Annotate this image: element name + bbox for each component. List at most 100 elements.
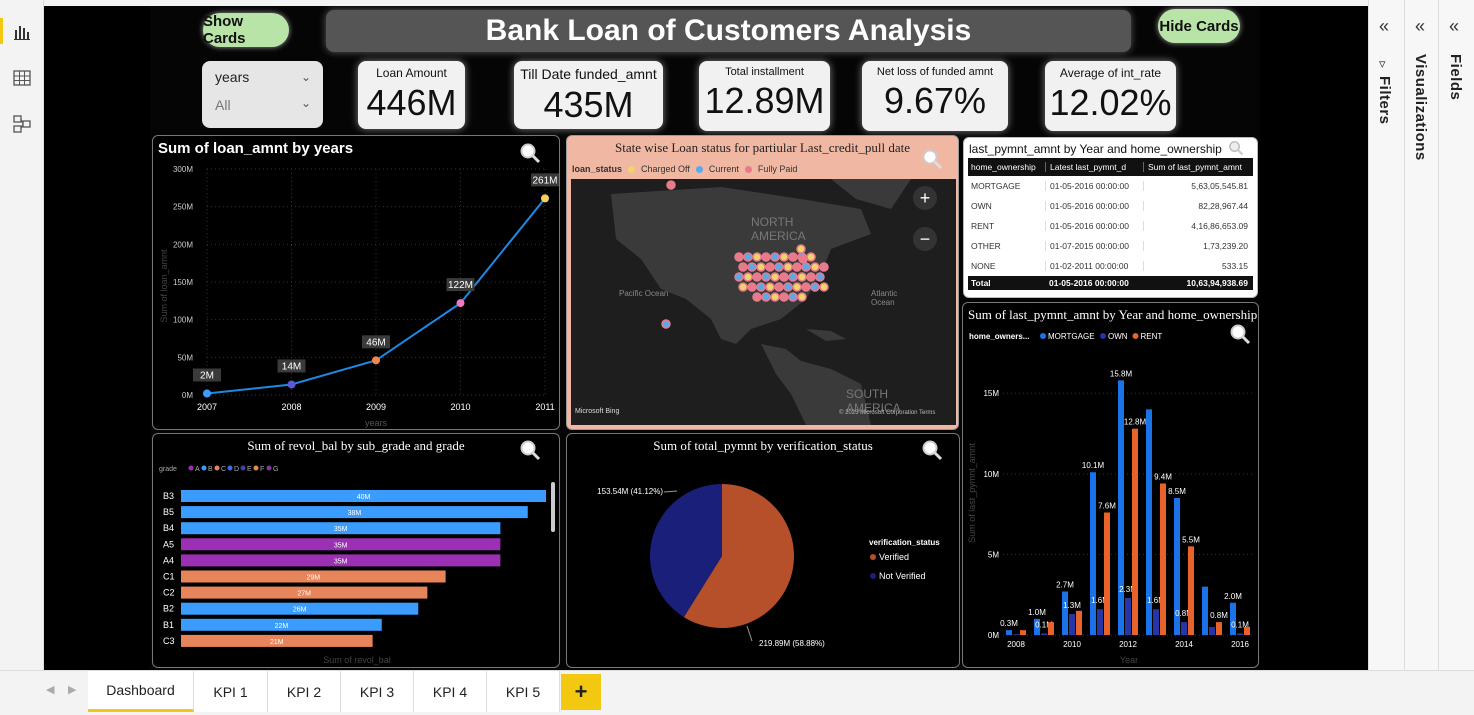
scrollbar[interactable] [551, 482, 555, 532]
column-bar[interactable] [1160, 483, 1166, 635]
zoom-out-button[interactable]: − [913, 227, 937, 251]
map-bubble[interactable] [661, 319, 671, 329]
map-bubble[interactable] [666, 180, 676, 190]
map-bubble[interactable] [765, 282, 775, 292]
data-point[interactable] [541, 194, 549, 203]
column-bar[interactable] [1048, 622, 1054, 635]
map-bubble[interactable] [734, 272, 744, 282]
map-bubble[interactable] [797, 272, 807, 282]
hide-cards-button[interactable]: Hide Cards [1158, 9, 1240, 43]
map-bubble[interactable] [774, 282, 784, 292]
tab-dashboard[interactable]: Dashboard [88, 671, 194, 712]
column-bar[interactable] [1153, 609, 1159, 635]
map-bubble[interactable] [770, 252, 780, 262]
tab-kpi-1[interactable]: KPI 1 [194, 671, 268, 712]
map-bubble[interactable] [801, 262, 811, 272]
map-bubble[interactable] [801, 282, 811, 292]
collapse-chevron-icon[interactable]: « [1415, 16, 1426, 36]
bar[interactable] [181, 538, 501, 551]
map-bubble[interactable] [796, 244, 806, 254]
column-bar[interactable] [1076, 610, 1082, 635]
map-bubble[interactable] [738, 282, 748, 292]
map-bubble[interactable] [783, 262, 793, 272]
bar-chart-visual[interactable]: Sum of revol_bal by sub_grade and grade … [152, 433, 560, 668]
map-bubble[interactable] [819, 262, 829, 272]
map-bubble[interactable] [747, 282, 757, 292]
map-area[interactable]: NORTH AMERICA Pacific Ocean Atlantic Oce… [571, 179, 956, 425]
next-page-icon[interactable]: ▶ [68, 684, 77, 696]
column-header[interactable]: home_ownership [971, 162, 1036, 172]
slicer-value[interactable]: All [215, 97, 231, 113]
map-bubble[interactable] [810, 282, 820, 292]
line-chart-visual[interactable]: Sum of loan_amnt by years 0M 50M 100M 150M 2… [152, 135, 560, 430]
bar[interactable] [181, 586, 428, 599]
map-bubble[interactable] [792, 282, 802, 292]
map-bubble[interactable] [752, 272, 762, 282]
column-bar[interactable] [1132, 428, 1138, 635]
data-point[interactable] [372, 356, 380, 365]
map-bubble[interactable] [761, 252, 771, 262]
column-chart-visual[interactable]: Sum of last_pymnt_amnt by Year and home_… [962, 302, 1259, 668]
column-bar[interactable] [1202, 586, 1208, 635]
map-bubble[interactable] [774, 262, 784, 272]
chevron-down-icon[interactable]: ⌄ [300, 70, 311, 84]
bar[interactable] [181, 618, 382, 631]
tab-kpi-3[interactable]: KPI 3 [341, 671, 414, 712]
prev-page-icon[interactable]: ◀ [46, 684, 55, 696]
column-bar[interactable] [1237, 633, 1243, 635]
column-bar[interactable] [1041, 633, 1047, 635]
column-bar[interactable] [1181, 622, 1187, 635]
column-bar[interactable] [1146, 409, 1152, 635]
visualizations-pane[interactable]: « Visualizations [1404, 0, 1438, 670]
table-visual[interactable]: last_pymnt_amnt by Year and home_ownersh… [963, 137, 1258, 298]
report-view-icon[interactable] [12, 22, 32, 42]
map-bubble[interactable] [792, 262, 802, 272]
map-bubble[interactable] [788, 292, 798, 302]
map-bubble[interactable] [770, 272, 780, 282]
map-bubble[interactable] [738, 262, 748, 272]
map-bubble[interactable] [806, 252, 816, 262]
column-bar[interactable] [1216, 622, 1222, 635]
map-bubble[interactable] [819, 282, 829, 292]
map-bubble[interactable] [783, 282, 793, 292]
map-bubble[interactable] [734, 252, 744, 262]
column-bar[interactable] [1013, 634, 1019, 635]
table-row[interactable]: OTHER 01-07-2015 00:00:00 1,73,239.20 [968, 236, 1253, 256]
column-bar[interactable] [1020, 630, 1026, 635]
map-bubble[interactable] [752, 292, 762, 302]
focus-mode-icon[interactable] [921, 439, 943, 461]
table-row[interactable]: RENT 01-05-2016 00:00:00 4,16,86,653.09 [968, 216, 1253, 236]
chevron-down-icon[interactable]: ⌄ [300, 96, 311, 110]
focus-mode-icon[interactable] [921, 148, 943, 170]
column-bar[interactable] [1104, 512, 1110, 635]
column-bar[interactable] [1069, 614, 1075, 635]
model-view-icon[interactable] [12, 114, 32, 134]
map-bubble[interactable] [761, 292, 771, 302]
column-bar[interactable] [1125, 597, 1131, 635]
fields-pane[interactable]: « Fields [1438, 0, 1474, 670]
table-row[interactable]: MORTGAGE 01-05-2016 00:00:00 5,63,05,545.8… [968, 176, 1253, 196]
map-bubble[interactable] [815, 272, 825, 282]
focus-mode-icon[interactable] [1229, 323, 1251, 345]
map-attribution[interactable]: © 2023 Microsoft Corporation Terms [839, 410, 936, 416]
map-bubble[interactable] [756, 262, 766, 272]
bar[interactable] [181, 506, 528, 519]
map-visual[interactable]: State wise Loan status for partiular Las… [566, 135, 959, 430]
column-bar[interactable] [1006, 630, 1012, 635]
table-row[interactable]: NONE 01-02-2011 00:00:00 533.15 [968, 256, 1253, 276]
column-header[interactable]: Latest last_pymnt_d [1045, 162, 1143, 172]
column-bar[interactable] [1062, 591, 1068, 635]
add-page-button[interactable]: + [561, 674, 601, 710]
column-bar[interactable] [1034, 618, 1040, 635]
map-bubble[interactable] [747, 262, 757, 272]
map-bubble[interactable] [761, 272, 771, 282]
column-bar[interactable] [1090, 472, 1096, 635]
map-bubble[interactable] [743, 252, 753, 262]
map-bubble[interactable] [779, 292, 789, 302]
column-bar[interactable] [1188, 546, 1194, 635]
bar[interactable] [181, 554, 501, 567]
zoom-in-button[interactable]: + [913, 186, 937, 210]
bar[interactable] [181, 522, 501, 535]
column-bar[interactable] [1174, 498, 1180, 635]
show-cards-button[interactable]: Show Cards [203, 13, 289, 47]
